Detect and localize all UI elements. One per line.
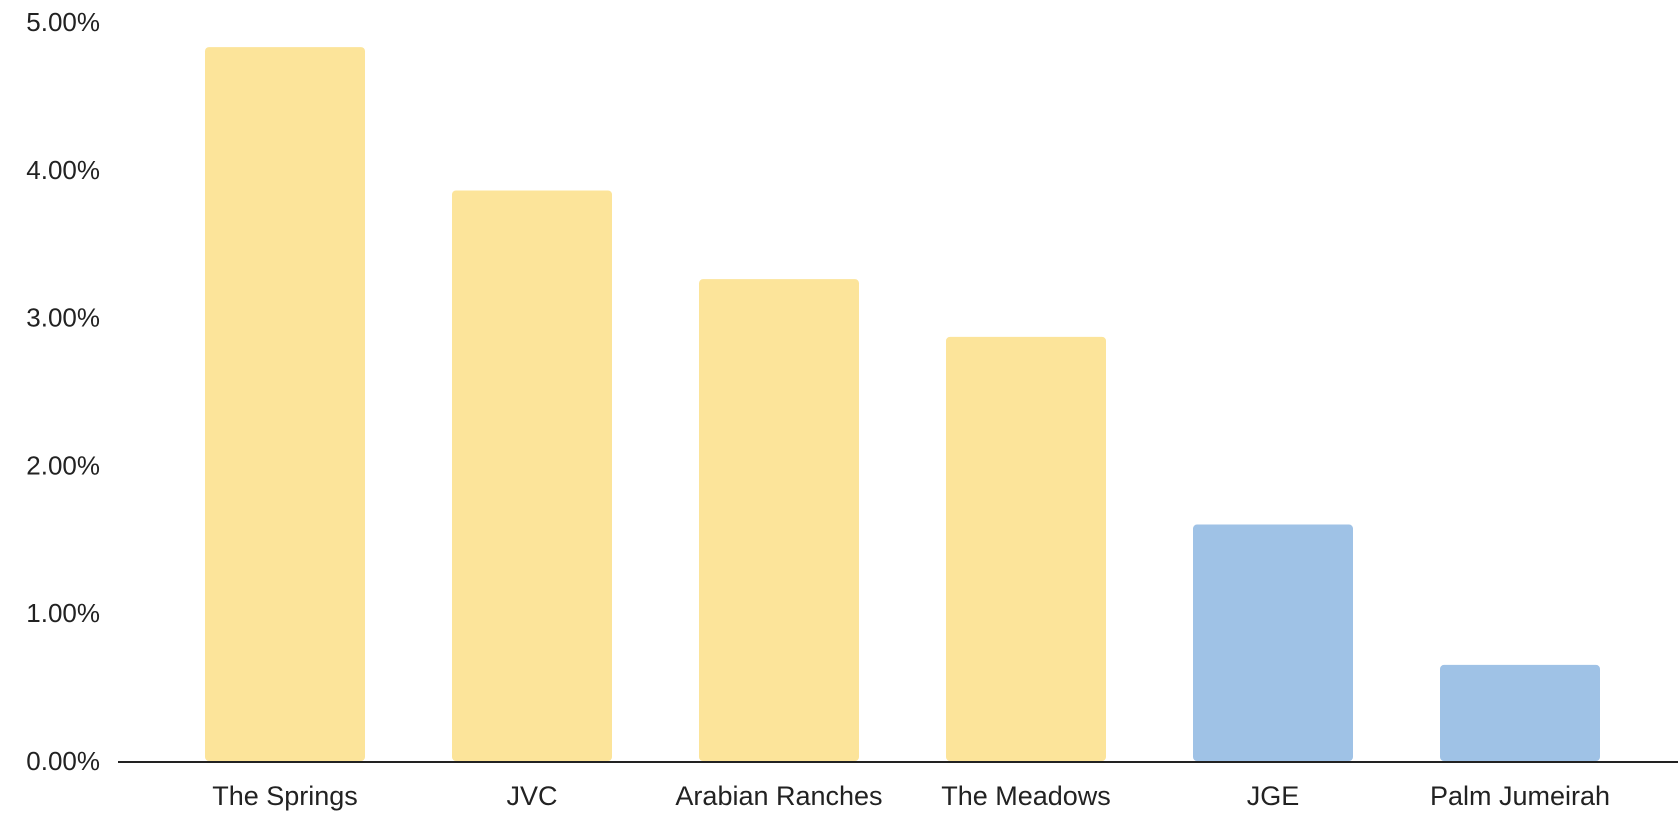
y-tick-label: 5.00% bbox=[26, 7, 100, 37]
x-category-label: JVC bbox=[506, 781, 557, 811]
bar bbox=[699, 279, 859, 761]
y-tick-label: 4.00% bbox=[26, 155, 100, 185]
bar bbox=[452, 190, 612, 761]
bar bbox=[946, 336, 1106, 761]
y-tick-label: 0.00% bbox=[26, 746, 100, 776]
bar bbox=[1440, 664, 1600, 761]
y-tick-label: 3.00% bbox=[26, 303, 100, 333]
bar bbox=[1193, 524, 1353, 761]
x-category-label: The Meadows bbox=[941, 781, 1111, 811]
y-tick-label: 1.00% bbox=[26, 598, 100, 628]
x-category-label: The Springs bbox=[212, 781, 358, 811]
bar bbox=[205, 47, 365, 762]
y-axis-ticks: 0.00% 1.00% 2.00% 3.00% 4.00% 5.00% bbox=[26, 7, 100, 776]
x-category-label: Palm Jumeirah bbox=[1430, 781, 1610, 811]
bars-group bbox=[205, 47, 1600, 762]
x-axis-labels: The Springs JVC Arabian Ranches The Meadows… bbox=[212, 781, 1610, 811]
y-tick-label: 2.00% bbox=[26, 450, 100, 480]
x-category-label: Arabian Ranches bbox=[675, 781, 882, 811]
x-category-label: JGE bbox=[1247, 781, 1300, 811]
